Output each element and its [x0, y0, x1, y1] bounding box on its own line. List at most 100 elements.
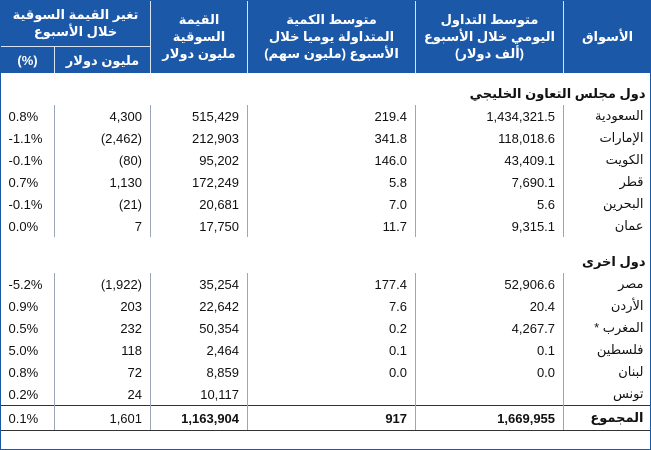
market-cap-value: 10,117 [150, 383, 248, 406]
total-change-pct: 0.1% [0, 405, 55, 431]
header-avg-volume: متوسط الكمية المتداولة يوميا خلال الأسبو… [247, 0, 417, 73]
header-avg-volume-line1: متوسط الكمية [286, 12, 377, 27]
avg-trade-value: 20.4 [415, 295, 564, 317]
table-row: تونس 10,117 24 0.2% [1, 383, 651, 406]
table-row: المغرب * 4,267.7 0.2 50,354 232 0.5% [1, 317, 651, 339]
table-row: الكويت 43,409.1 146.0 95,202 (80) -0.1% [1, 149, 651, 171]
change-mn-value: 203 [54, 295, 151, 317]
table-body: دول مجلس التعاون الخليجي السعودية 1,434,3… [0, 73, 651, 431]
market-name: الكويت [563, 149, 651, 171]
avg-trade-value: 43,409.1 [415, 149, 564, 171]
change-pct-value: 0.9% [8, 298, 39, 314]
market-cap-value: 20,681 [150, 193, 248, 215]
avg-trade-value: 0.0 [415, 361, 564, 383]
avg-volume-value: 5.8 [247, 171, 416, 193]
market-name: عمان [563, 215, 651, 237]
table-row: عمان 9,315.1 11.7 17,750 7 0.0% [1, 215, 651, 237]
avg-trade-value: 9,315.1 [415, 215, 564, 237]
avg-volume-value: 7.6 [247, 295, 416, 317]
avg-trade-value [415, 383, 564, 406]
change-mn-value: (2,462) [54, 127, 151, 149]
header-avg-trade-line1: متوسط التداول [440, 12, 539, 27]
change-pct-value: 0.8% [8, 108, 39, 124]
total-label: المجموع [563, 405, 651, 431]
avg-volume-value: 219.4 [247, 105, 416, 127]
change-mn-value: 232 [54, 317, 151, 339]
market-cap-value: 212,903 [150, 127, 248, 149]
table-row: الإمارات 118,018.6 341.8 212,903 (2,462) -1.1… [1, 127, 651, 149]
avg-trade-value: 4,267.7 [415, 317, 564, 339]
header-market: الأسواق [563, 0, 651, 73]
market-name: لبنان [563, 361, 651, 383]
market-cap-value: 35,254 [150, 273, 248, 295]
header-avg-volume-line3: الأسبوع (مليون سهم) [264, 46, 399, 61]
table-row: قطر 7,690.1 5.8 172,249 1,130 0.7% [1, 171, 651, 193]
avg-trade-value: 5.6 [415, 193, 564, 215]
change-mn-value: (1,922) [54, 273, 151, 295]
avg-trade-value: 52,906.6 [415, 273, 564, 295]
header-avg-trade: متوسط التداول اليومي خلال الأسبوع (ألف د… [415, 0, 565, 73]
market-summary-table: الأسواق متوسط التداول اليومي خلال الأسبو… [0, 0, 651, 431]
change-mn-value: 72 [54, 361, 151, 383]
avg-volume-value: 0.2 [247, 317, 416, 339]
change-mn-value: 4,300 [54, 105, 151, 127]
change-mn-value: (80) [54, 149, 151, 171]
total-market-cap: 1,163,904 [150, 405, 248, 431]
header-avg-trade-line2: اليومي خلال الأسبوع [424, 29, 556, 44]
market-cap-value: 17,750 [150, 215, 248, 237]
change-pct-value: -0.1% [8, 152, 43, 168]
market-cap-value: 95,202 [150, 149, 248, 171]
header-avg-volume-line2: المتداولة يوميا خلال [268, 29, 395, 44]
market-name: قطر [563, 171, 651, 193]
market-name: السعودية [563, 105, 651, 127]
change-pct-value: 0.0% [8, 218, 39, 234]
market-name: الإمارات [563, 127, 651, 149]
market-cap-value: 515,429 [150, 105, 248, 127]
change-mn-value: 24 [54, 383, 151, 406]
avg-volume-value: 11.7 [247, 215, 416, 237]
total-change-mn: 1,601 [54, 405, 151, 431]
market-cap-value: 50,354 [150, 317, 248, 339]
market-cap-value: 22,642 [150, 295, 248, 317]
market-name: مصر [563, 273, 651, 295]
header-change-mn: مليون دولار [54, 46, 152, 73]
change-pct-value: -1.1% [8, 130, 43, 146]
avg-trade-value: 1,434,321.5 [415, 105, 564, 127]
market-name: البحرين [563, 193, 651, 215]
avg-trade-value: 7,690.1 [415, 171, 564, 193]
avg-trade-value: 118,018.6 [415, 127, 564, 149]
table-row: مصر 52,906.6 177.4 35,254 (1,922) -5.2% [1, 273, 651, 295]
change-pct-value: -0.1% [8, 196, 43, 212]
section-title-gcc: دول مجلس التعاون الخليجي [469, 86, 646, 101]
change-mn-value: 1,130 [54, 171, 151, 193]
header-market-cap-line2: مليون دولار [162, 46, 236, 61]
total-avg-trade: 1,669,955 [415, 405, 564, 431]
market-name: فلسطين [563, 339, 651, 361]
header-change-pct: (%) [0, 46, 56, 73]
total-avg-volume: 917 [247, 405, 416, 431]
change-mn-value: 118 [54, 339, 151, 361]
header-avg-trade-line3: (ألف دولار) [455, 46, 525, 61]
total-row: المجموع 1,669,955 917 1,163,904 1,601 0.… [0, 405, 651, 431]
avg-volume-value [247, 383, 416, 406]
spacer [1, 237, 651, 251]
table-row: لبنان 0.0 0.0 8,859 72 0.8% [1, 361, 651, 383]
market-cap-value: 8,859 [150, 361, 248, 383]
avg-volume-value: 341.8 [247, 127, 416, 149]
market-name: الأردن [563, 295, 651, 317]
avg-volume-value: 0.1 [247, 339, 416, 361]
avg-volume-value: 146.0 [247, 149, 416, 171]
change-pct-value: -5.2% [8, 276, 43, 292]
header-market-cap: القيمة السوقية مليون دولار [150, 0, 249, 73]
change-mn-value: (21) [54, 193, 151, 215]
avg-volume-value: 7.0 [247, 193, 416, 215]
table-row: فلسطين 0.1 0.1 2,464 118 5.0% [1, 339, 651, 361]
change-pct-value: 5.0% [8, 342, 39, 358]
change-pct-value: 0.8% [8, 364, 39, 380]
market-name: المغرب * [563, 317, 651, 339]
change-pct-value: 0.5% [8, 320, 39, 336]
spacer [1, 73, 651, 83]
market-cap-value: 2,464 [150, 339, 248, 361]
change-pct-value: 0.7% [8, 174, 39, 190]
